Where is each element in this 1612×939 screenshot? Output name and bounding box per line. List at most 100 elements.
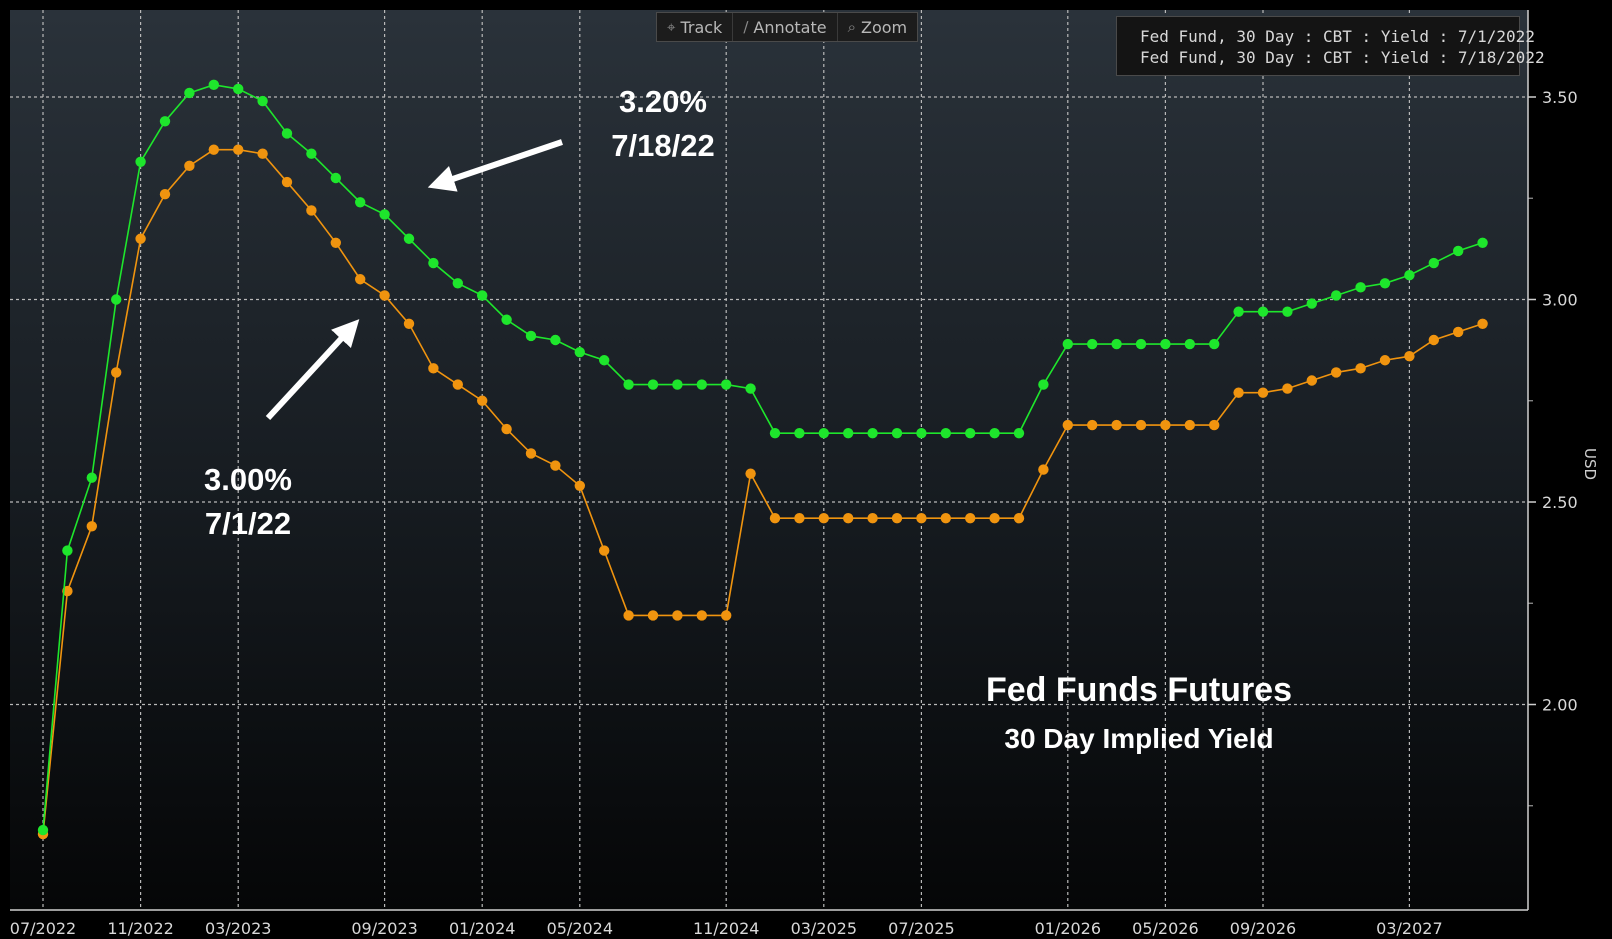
data-point bbox=[281, 128, 293, 139]
data-point bbox=[1282, 383, 1293, 394]
data-point bbox=[745, 383, 756, 394]
data-point bbox=[1355, 363, 1366, 374]
data-point bbox=[1209, 338, 1220, 350]
data-point bbox=[769, 513, 781, 524]
data-point bbox=[184, 160, 195, 172]
data-point bbox=[1331, 290, 1342, 301]
data-point bbox=[501, 423, 512, 435]
x-tick-label: 01/2026 bbox=[1035, 919, 1101, 938]
data-point bbox=[330, 237, 341, 248]
data-point bbox=[1477, 318, 1488, 329]
x-tick-label: 03/2027 bbox=[1376, 919, 1442, 938]
data-point bbox=[281, 176, 293, 188]
magnifier-icon: ⌕ bbox=[847, 18, 857, 36]
chart-subtitle: 30 Day Implied Yield bbox=[1004, 723, 1273, 754]
orange-callout-date: 7/1/22 bbox=[205, 506, 291, 541]
data-point bbox=[1257, 387, 1269, 398]
data-point bbox=[525, 448, 537, 459]
data-point bbox=[1111, 419, 1122, 431]
y-axis-label: USD bbox=[1581, 448, 1599, 480]
y-tick-label: 3.50 bbox=[1542, 88, 1578, 107]
data-point bbox=[574, 480, 585, 491]
data-point bbox=[1379, 355, 1391, 366]
data-point bbox=[891, 513, 903, 524]
data-point bbox=[184, 87, 195, 99]
y-tick-label: 2.50 bbox=[1542, 493, 1578, 512]
data-point bbox=[257, 148, 268, 159]
data-point bbox=[940, 427, 951, 439]
axes: 2.00 2.50 3.00 3.50 07/2022 11/2022 03/2023 09/… bbox=[10, 10, 1578, 938]
chart-legend: Fed Fund, 30 Day : CBT : Yield : 7/1/202… bbox=[1116, 16, 1545, 76]
data-point bbox=[574, 346, 585, 358]
data-point bbox=[135, 233, 146, 244]
x-tick-label: 09/2026 bbox=[1230, 919, 1296, 938]
x-tick-label: 03/2025 bbox=[791, 919, 857, 938]
data-point bbox=[159, 189, 171, 200]
data-point bbox=[501, 314, 512, 325]
pencil-icon: ∕ bbox=[743, 18, 749, 36]
x-tick-label: 11/2024 bbox=[693, 919, 759, 938]
data-point bbox=[1135, 338, 1147, 350]
data-point bbox=[867, 513, 878, 524]
data-point bbox=[1111, 338, 1122, 350]
data-point bbox=[867, 427, 878, 439]
data-point bbox=[306, 205, 317, 216]
data-point bbox=[403, 318, 415, 329]
chart-title: Fed Funds Futures bbox=[986, 671, 1292, 709]
data-point bbox=[1306, 375, 1318, 386]
legend-item-7-18-2022[interactable]: Fed Fund, 30 Day : CBT : Yield : 7/18/20… bbox=[1131, 47, 1545, 68]
data-point bbox=[1453, 245, 1464, 257]
data-point bbox=[525, 330, 537, 342]
data-point bbox=[1331, 367, 1342, 378]
legend-label: Fed Fund, 30 Day : CBT : Yield : 7/1/202… bbox=[1140, 27, 1535, 46]
data-point bbox=[37, 824, 49, 836]
data-point bbox=[550, 460, 561, 471]
data-point bbox=[599, 355, 610, 366]
data-point bbox=[1013, 427, 1025, 439]
data-point bbox=[794, 513, 805, 524]
data-point bbox=[1038, 464, 1049, 475]
data-point bbox=[86, 521, 98, 532]
data-point bbox=[647, 610, 659, 621]
data-point bbox=[62, 545, 73, 556]
data-point bbox=[965, 513, 976, 524]
data-point bbox=[1306, 298, 1318, 309]
data-point bbox=[1428, 334, 1440, 346]
data-point bbox=[696, 610, 707, 621]
data-point bbox=[306, 148, 317, 159]
data-point bbox=[1404, 351, 1415, 362]
data-point bbox=[330, 172, 341, 184]
data-point bbox=[135, 156, 146, 167]
series-jul-18-2022 bbox=[37, 79, 1488, 836]
data-point bbox=[1087, 419, 1098, 431]
x-tick-label: 05/2026 bbox=[1132, 919, 1198, 938]
data-point bbox=[940, 513, 951, 524]
series-jul-1-2022 bbox=[37, 144, 1488, 840]
data-point bbox=[428, 257, 439, 269]
annotate-button[interactable]: ∕ Annotate bbox=[733, 13, 838, 41]
data-point bbox=[623, 379, 634, 390]
x-tick-label: 07/2025 bbox=[888, 919, 954, 938]
data-point bbox=[403, 233, 415, 244]
y-tick-label: 2.00 bbox=[1542, 696, 1578, 715]
data-point bbox=[818, 513, 829, 524]
track-button[interactable]: ⌖ Track bbox=[657, 13, 734, 41]
data-point bbox=[1453, 326, 1464, 338]
data-point bbox=[428, 363, 439, 374]
orange-callout-value: 3.00% bbox=[204, 462, 292, 497]
data-point bbox=[355, 197, 366, 208]
data-point bbox=[1233, 306, 1244, 317]
data-point bbox=[86, 472, 98, 483]
data-point bbox=[477, 290, 488, 301]
data-point bbox=[477, 395, 488, 406]
green-callout-date: 7/18/22 bbox=[611, 128, 714, 163]
data-point bbox=[843, 513, 854, 524]
zoom-button[interactable]: ⌕ Zoom bbox=[838, 13, 918, 41]
data-point bbox=[208, 144, 219, 155]
data-point bbox=[696, 379, 707, 390]
data-point bbox=[1379, 278, 1391, 289]
data-point bbox=[1160, 338, 1171, 350]
legend-item-7-1-2022[interactable]: Fed Fund, 30 Day : CBT : Yield : 7/1/202… bbox=[1131, 26, 1535, 47]
